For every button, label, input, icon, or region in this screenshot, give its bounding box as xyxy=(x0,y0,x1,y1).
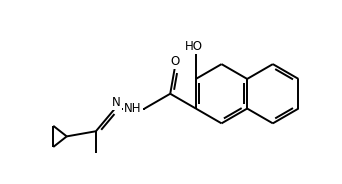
Text: O: O xyxy=(170,55,179,68)
Text: N: N xyxy=(112,96,121,109)
Text: HO: HO xyxy=(185,40,203,53)
Text: NH: NH xyxy=(124,102,142,115)
